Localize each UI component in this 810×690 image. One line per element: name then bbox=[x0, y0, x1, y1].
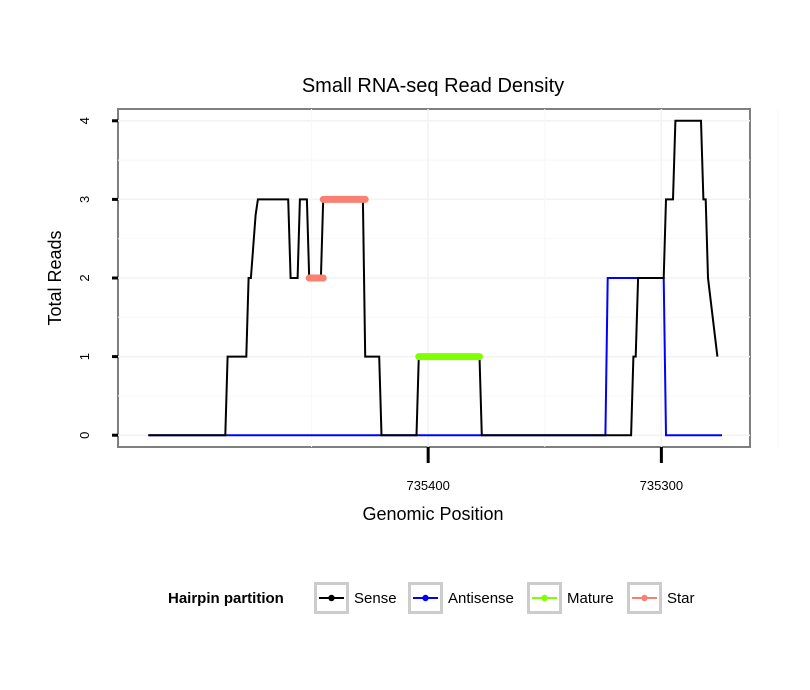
x-axis-title: Genomic Position bbox=[362, 504, 503, 524]
chart-title: Small RNA-seq Read Density bbox=[302, 75, 564, 97]
legend-key-point bbox=[541, 594, 548, 602]
highlight-layer bbox=[305, 195, 483, 361]
legend-key-point bbox=[422, 594, 429, 602]
legend-item-antisense: Antisense bbox=[408, 582, 514, 614]
legend-item-star: Star bbox=[627, 582, 695, 614]
x-tick-label: 735300 bbox=[640, 478, 683, 493]
y-tick-label: 1 bbox=[77, 353, 92, 360]
grid bbox=[118, 109, 779, 447]
legend-label: Sense bbox=[354, 590, 397, 607]
legend-title: Hairpin partition bbox=[168, 590, 284, 607]
y-axis-title: Total Reads bbox=[45, 230, 65, 325]
axis-ticks: 0 1 2 3 4 735400 735300 bbox=[77, 117, 683, 493]
y-tick-label: 3 bbox=[77, 196, 92, 203]
legend-key-point bbox=[328, 594, 335, 602]
y-tick-label: 0 bbox=[77, 432, 92, 439]
legend-item-sense: Sense bbox=[314, 582, 397, 614]
series-sense-line bbox=[148, 119, 719, 437]
legend: Hairpin partition Sense Antisense Mature St… bbox=[168, 582, 695, 614]
legend-item-mature: Mature bbox=[527, 582, 614, 614]
legend-label: Mature bbox=[567, 590, 614, 607]
x-tick-label: 735400 bbox=[406, 478, 449, 493]
series-layer bbox=[148, 119, 722, 437]
legend-key-point bbox=[641, 594, 648, 602]
legend-label: Star bbox=[667, 590, 695, 607]
legend-label: Antisense bbox=[448, 590, 514, 607]
y-tick-label: 2 bbox=[77, 274, 92, 281]
y-tick-label: 4 bbox=[77, 117, 92, 124]
